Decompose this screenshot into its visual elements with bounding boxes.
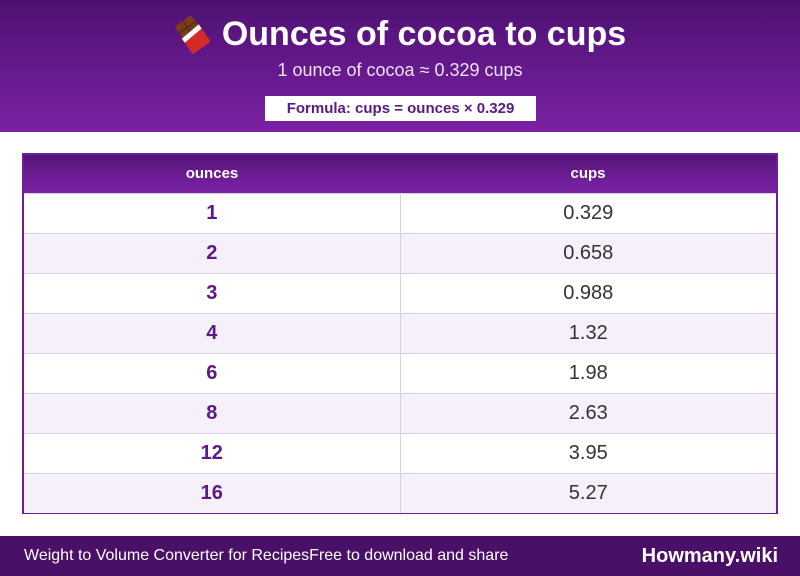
- table-row: 1 0.329: [24, 192, 776, 233]
- ounces-cell: 6: [24, 352, 401, 393]
- cups-cell: 1.98: [400, 352, 776, 393]
- table-row: 3 0.988: [24, 272, 776, 313]
- ounces-cell: 16: [24, 472, 401, 513]
- ounces-cell: 2: [24, 232, 401, 273]
- conversion-table-container: ounces cups 1 0.329 2 0.658 3 0.988 4 1.…: [22, 153, 778, 514]
- footer-brand[interactable]: Howmany.wiki: [641, 545, 778, 567]
- page-subtitle: 1 ounce of cocoa ≈ 0.329 cups: [277, 60, 523, 80]
- ounces-cell: 4: [24, 312, 401, 353]
- table-row: 16 5.27: [24, 472, 776, 513]
- cups-cell: 0.658: [400, 232, 776, 273]
- footer-share-note: Free to download and share: [309, 547, 509, 564]
- chocolate-bar-icon: [174, 14, 211, 55]
- column-header-cups: cups: [570, 165, 606, 183]
- page-title-row: Ounces of cocoa to cups: [0, 12, 800, 56]
- table-header-row: ounces cups: [24, 155, 776, 193]
- table-row: 6 1.98: [24, 352, 776, 393]
- table-row: 2 0.658: [24, 232, 776, 273]
- page-title: Ounces of cocoa to cups: [221, 14, 627, 53]
- cups-cell: 0.329: [400, 192, 776, 233]
- table-row: 8 2.63: [24, 392, 776, 433]
- ounces-cell: 1: [24, 192, 401, 233]
- ounces-cell: 8: [24, 392, 401, 433]
- cups-cell: 1.32: [400, 312, 776, 353]
- cups-cell: 2.63: [400, 392, 776, 433]
- column-header-ounces: ounces: [185, 165, 239, 183]
- cups-cell: 5.27: [400, 472, 776, 513]
- ounces-cell: 3: [24, 272, 401, 313]
- page-footer: Weight to Volume Converter for RecipesFr…: [0, 536, 800, 576]
- table-row: 4 1.32: [24, 312, 776, 353]
- cups-cell: 3.95: [400, 432, 776, 473]
- footer-converter-title: Weight to Volume Converter for Recipes: [24, 547, 310, 564]
- cups-cell: 0.988: [400, 272, 776, 313]
- table-row: 12 3.95: [24, 432, 776, 473]
- ounces-cell: 12: [24, 432, 401, 473]
- footer-caption: Weight to Volume Converter for RecipesFr…: [24, 536, 508, 576]
- formula-box: Formula: cups = ounces × 0.329: [265, 96, 536, 121]
- page-header: Ounces of cocoa to cups 1 ounce of cocoa…: [0, 0, 800, 132]
- conversion-table: ounces cups 1 0.329 2 0.658 3 0.988 4 1.…: [24, 155, 776, 513]
